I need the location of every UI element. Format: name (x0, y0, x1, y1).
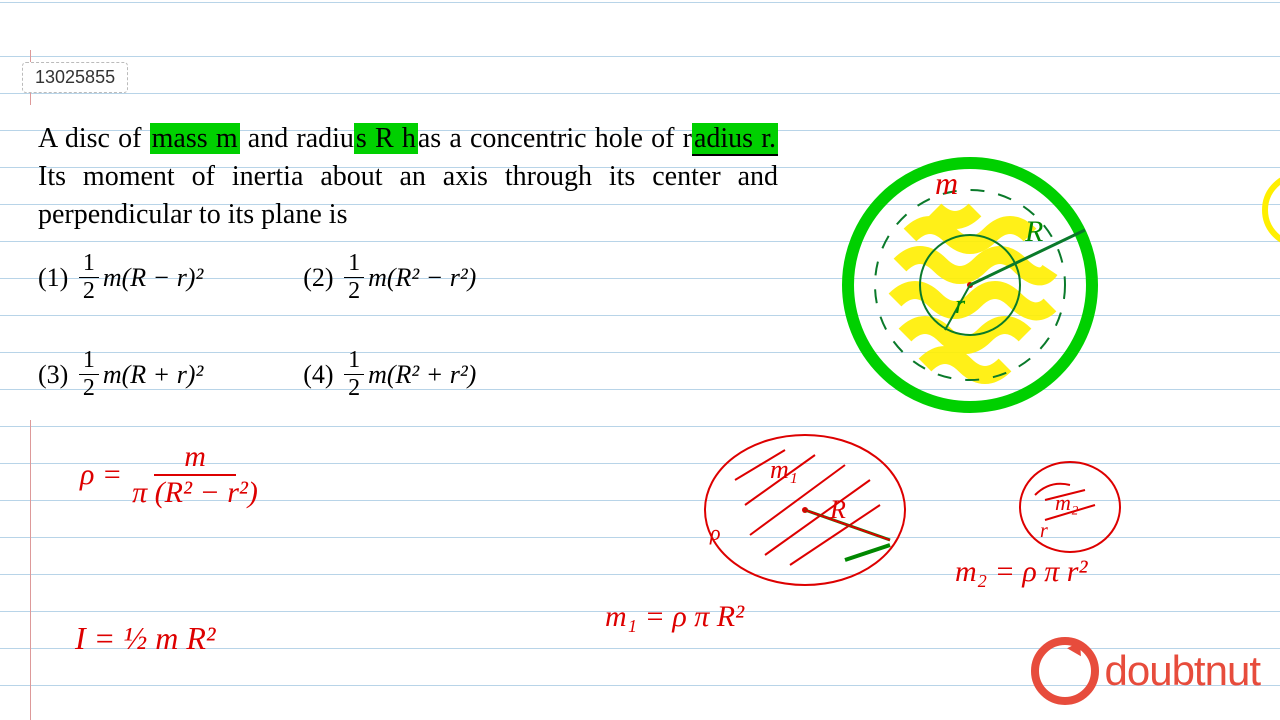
opt1-expr: m(R − r)² (103, 263, 203, 293)
edge-circle (1250, 170, 1280, 250)
margin-line-bottom (30, 420, 31, 720)
m2-label: m₂ (1055, 490, 1079, 516)
question-id: 13025855 (22, 62, 128, 93)
m1-equation: m₁ = ρ π R² (605, 600, 744, 634)
q-post: Its moment of inertia about an axis thro… (38, 161, 778, 230)
q-pre1: A disc of (38, 123, 150, 154)
logo-arrow-icon (1067, 638, 1087, 656)
rho-num: m (154, 440, 236, 476)
q-mid2: as a concentric hole of r (418, 123, 692, 154)
opt2-expr: m(R² − r²) (368, 263, 476, 293)
opt4-expr: m(R² + r²) (368, 360, 476, 390)
q-hl-R: s R h (354, 123, 418, 154)
m1-label: m₁ (770, 455, 798, 485)
opt1-label: (1) (38, 263, 68, 293)
diagram-R-label: R (1025, 215, 1043, 249)
option-2: (2) 12 m(R² − r²) (303, 250, 476, 305)
rho-den: π (R² − r²) (132, 476, 258, 510)
diagram-r-label: r (955, 290, 965, 320)
q-mid1: and radiu (240, 123, 354, 154)
logo-text: doubtnut (1105, 647, 1261, 695)
m2-r-label: r (1040, 520, 1048, 543)
m1-circle (695, 430, 915, 590)
half-frac: 12 (79, 250, 99, 305)
half-frac: 12 (79, 347, 99, 402)
rho-lhs: ρ = (80, 458, 122, 492)
opt3-label: (3) (38, 360, 68, 390)
half-frac: 12 (344, 250, 364, 305)
q-hl-mass: mass m (150, 123, 240, 154)
m2-equation: m₂ = ρ π r² (955, 555, 1087, 589)
I-equation: I = ½ m R² (75, 620, 216, 657)
opt4-label: (4) (303, 360, 333, 390)
rho-equation: ρ = m π (R² − r²) (80, 440, 258, 510)
options-block: (1) 12 m(R − r)² (2) 12 m(R² − r²) (3) 1… (38, 250, 476, 444)
option-4: (4) 12 m(R² + r²) (303, 347, 476, 402)
logo-icon (1031, 637, 1099, 705)
q-hl-r: adius r. (692, 123, 778, 156)
diagram-m-label: m (935, 165, 958, 202)
option-3: (3) 12 m(R + r)² (38, 347, 203, 402)
question-text: A disc of mass m and radius R has a conc… (38, 120, 778, 233)
disc-diagram (840, 155, 1100, 415)
option-1: (1) 12 m(R − r)² (38, 250, 203, 305)
doubtnut-logo: doubtnut (1031, 637, 1261, 705)
m1-R-label: R (830, 495, 846, 525)
opt2-label: (2) (303, 263, 333, 293)
opt3-expr: m(R + r)² (103, 360, 203, 390)
half-frac: 12 (344, 347, 364, 402)
m1-rho-label: ρ (710, 520, 721, 546)
